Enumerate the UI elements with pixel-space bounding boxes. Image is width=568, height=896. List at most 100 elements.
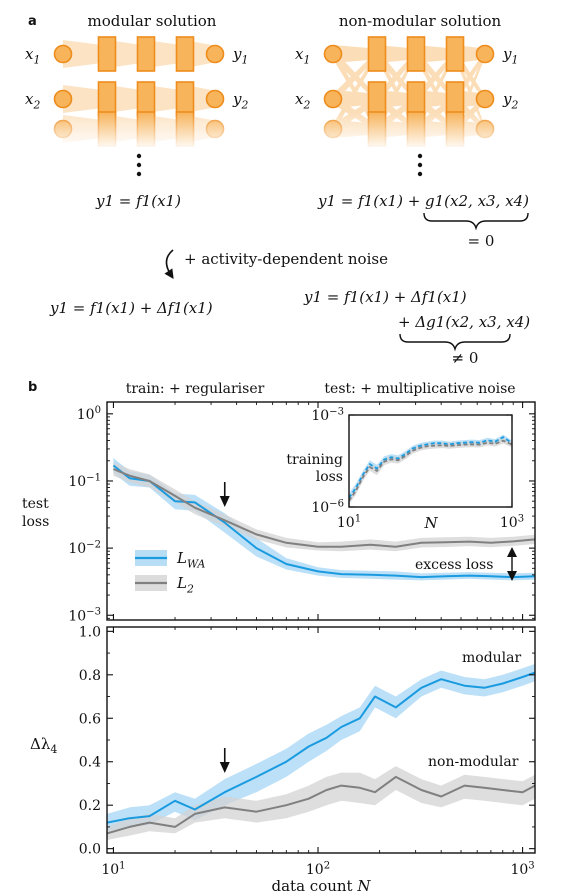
modular-output-node — [205, 89, 225, 109]
modular-hidden-unit — [175, 81, 195, 117]
nonmodular-noise-equation-1: y1 = f1(x1) + Δf1(x1) — [303, 288, 467, 306]
legend-entry-L_2: L2 — [176, 574, 194, 596]
delta-lambda-line-L_WA — [107, 671, 535, 824]
training-loss-plot-area — [349, 434, 512, 505]
delta-lambda-xlabel: data count N — [272, 877, 372, 895]
nonmodular-connection — [333, 45, 377, 63]
excess-loss-arrow-head-up — [507, 547, 517, 557]
nonmodular-input-label: x1 — [295, 45, 310, 67]
modular-connection — [63, 85, 107, 113]
modular-output-label: y1 — [232, 45, 248, 67]
nonmodular-hidden-unit — [367, 81, 387, 117]
training-loss-ylabel-line1: training — [286, 452, 343, 468]
delta-lambda-x-tick-label: 102 — [306, 860, 330, 878]
nonmodular-title: non-modular solution — [339, 12, 502, 30]
nonmodular-noise-brace-label: ≠ 0 — [452, 349, 479, 367]
nonmodular-output-label: y2 — [502, 90, 518, 112]
delta-lambda-y-tick-label: 0.0 — [79, 842, 101, 858]
modular-annotation: modular — [462, 650, 522, 666]
test-loss-y-tick-label: 10−3 — [68, 607, 101, 625]
training-loss-xlabel: N — [423, 514, 438, 532]
panel-a-label: a — [28, 14, 37, 29]
nonmodular-fade — [313, 112, 513, 150]
modular-connection — [146, 85, 185, 113]
underbrace-icon — [423, 212, 529, 231]
test-loss-y-tick-label: 100 — [77, 405, 101, 423]
nonmodular-noise-equation-2: + Δg1(x2, x3, x4) — [398, 313, 530, 331]
nonmodular-output-label: y1 — [502, 45, 518, 67]
test-loss-ylabel-line2: loss — [22, 514, 49, 530]
delta-lambda-y-tick-label: 0.8 — [79, 668, 101, 684]
delta-lambda-ylabel: Δλ4 — [30, 735, 57, 756]
modular-output-label: y2 — [232, 90, 248, 112]
modular-input-node — [53, 44, 73, 64]
modular-hidden-unit — [97, 81, 117, 117]
training-loss-line-L_2 — [349, 439, 512, 502]
modular-input-label: x1 — [25, 45, 40, 67]
delta-lambda-y-tick-label: 0.2 — [79, 798, 101, 814]
training-loss-y-tick-label: 10−3 — [311, 406, 344, 424]
training-loss-x-tick-label: 101 — [337, 513, 361, 531]
nonmodular-hidden-unit — [367, 36, 387, 72]
modular-connection — [63, 40, 107, 68]
nonmodular-hidden-unit — [445, 36, 465, 72]
panel-b-label: b — [28, 380, 37, 395]
delta-lambda-x-tick-label: 101 — [101, 860, 125, 878]
test-loss-line-L_2 — [113, 468, 535, 548]
underbrace-icon — [399, 333, 511, 352]
modular-hidden-unit — [97, 36, 117, 72]
test-loss-line-L_WA — [112, 464, 535, 579]
test-loss-plot-area — [112, 458, 535, 581]
modular-input-node — [53, 89, 73, 109]
training-loss-ylabel-line2: loss — [316, 469, 343, 485]
test-loss-ylabel-line1: test — [22, 496, 49, 512]
modular-equation: y1 = f1(x1) — [95, 192, 181, 210]
test-loss-chart: 10−3 10−2 10−1 100 test loss LWA L2 — [22, 401, 536, 625]
train-note: train: + regulariser — [126, 381, 265, 397]
modular-output-node — [205, 44, 225, 64]
modular-title: modular solution — [88, 12, 217, 30]
modular-network-diagram: x1 x2 y1 y2 — [25, 36, 248, 150]
nonmodular-annotation: non-modular — [428, 754, 519, 770]
test-loss-frame — [106, 401, 536, 621]
noise-arrow-text: + activity-dependent noise — [184, 250, 388, 268]
nonmodular-network-diagram: x1 x2 y1 y2 — [295, 36, 518, 150]
training-loss-band-L_2 — [349, 437, 512, 505]
chart-legend: LWA L2 — [135, 549, 206, 596]
excess-loss-annotation: excess loss — [415, 557, 493, 573]
modular-hidden-unit — [175, 36, 195, 72]
training-loss-frame — [348, 414, 513, 508]
nonmodular-hidden-unit — [406, 81, 426, 117]
modular-connection — [146, 40, 185, 68]
nonmodular-equation: y1 = f1(x1) + g1(x2, x3, x4) — [317, 192, 529, 210]
modular-noise-equation: y1 = f1(x1) + Δf1(x1) — [49, 299, 213, 317]
delta-lambda-x-tick-label: 103 — [510, 860, 534, 878]
nonmodular-brace-label: = 0 — [468, 232, 495, 250]
delta-lambda-plot-area — [107, 663, 535, 840]
delta-lambda-y-tick-label: 1.0 — [79, 624, 101, 640]
nonmodular-input-label: x2 — [295, 90, 310, 112]
excess-loss-arrow-head-down — [507, 571, 517, 581]
panel-a: a modular solution non-modular solution … — [25, 12, 530, 367]
test-loss-y-tick-label: 10−1 — [68, 472, 101, 490]
nonmodular-connection — [333, 51, 377, 104]
training-loss-line-L_WA — [349, 436, 512, 499]
nonmodular-connection — [377, 45, 416, 63]
nonmodular-connection — [377, 51, 416, 104]
delta-lambda-line-L_2 — [107, 775, 535, 835]
nonmodular-input-node — [323, 89, 343, 109]
modular-hidden-unit — [136, 81, 156, 117]
modular-connection — [107, 85, 146, 113]
nonmodular-hidden-unit — [406, 36, 426, 72]
delta-lambda-chart: 101 102 103 0.0 0.2 0.4 0.6 0.8 1.0 Δλ4 data count… — [30, 624, 536, 895]
modular-fade — [43, 112, 243, 150]
panel-b: b train: + regulariser test: + multiplic… — [22, 380, 536, 895]
delta-lambda-marker-arrow-head — [219, 762, 230, 773]
training-loss-background — [349, 415, 512, 507]
test-loss-y-tick-label: 10−2 — [68, 540, 101, 558]
delta-lambda-y-tick-label: 0.4 — [79, 755, 101, 771]
curved-arrow-icon — [164, 249, 174, 279]
training-loss-x-tick-label: 103 — [500, 513, 524, 531]
nonmodular-connection — [416, 51, 455, 104]
